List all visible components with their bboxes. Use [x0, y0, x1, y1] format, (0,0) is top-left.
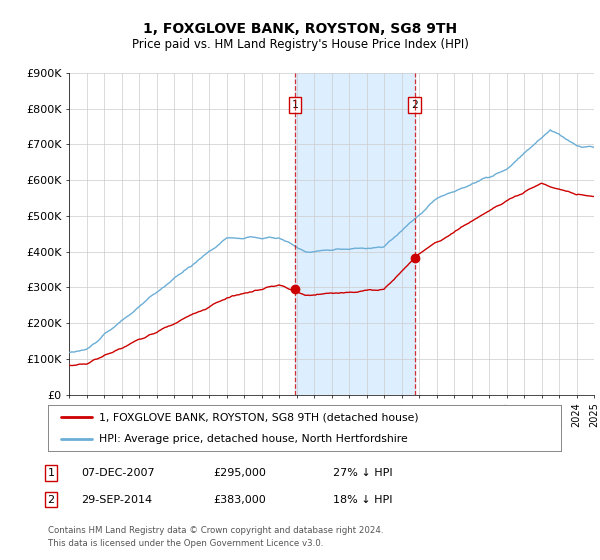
Text: This data is licensed under the Open Government Licence v3.0.: This data is licensed under the Open Gov… — [48, 539, 323, 548]
Text: £383,000: £383,000 — [213, 494, 266, 505]
Text: 1, FOXGLOVE BANK, ROYSTON, SG8 9TH: 1, FOXGLOVE BANK, ROYSTON, SG8 9TH — [143, 22, 457, 36]
Text: 18% ↓ HPI: 18% ↓ HPI — [333, 494, 392, 505]
Text: 29-SEP-2014: 29-SEP-2014 — [81, 494, 152, 505]
Text: 2: 2 — [411, 100, 418, 110]
Text: HPI: Average price, detached house, North Hertfordshire: HPI: Average price, detached house, Nort… — [100, 435, 408, 444]
Text: Contains HM Land Registry data © Crown copyright and database right 2024.: Contains HM Land Registry data © Crown c… — [48, 526, 383, 535]
Text: 1: 1 — [292, 100, 298, 110]
Text: £295,000: £295,000 — [213, 468, 266, 478]
Text: 2: 2 — [47, 494, 55, 505]
Text: 27% ↓ HPI: 27% ↓ HPI — [333, 468, 392, 478]
Text: 1: 1 — [47, 468, 55, 478]
Bar — [295, 73, 415, 395]
Text: 07-DEC-2007: 07-DEC-2007 — [81, 468, 155, 478]
Text: 1, FOXGLOVE BANK, ROYSTON, SG8 9TH (detached house): 1, FOXGLOVE BANK, ROYSTON, SG8 9TH (deta… — [100, 412, 419, 422]
Text: Price paid vs. HM Land Registry's House Price Index (HPI): Price paid vs. HM Land Registry's House … — [131, 38, 469, 51]
